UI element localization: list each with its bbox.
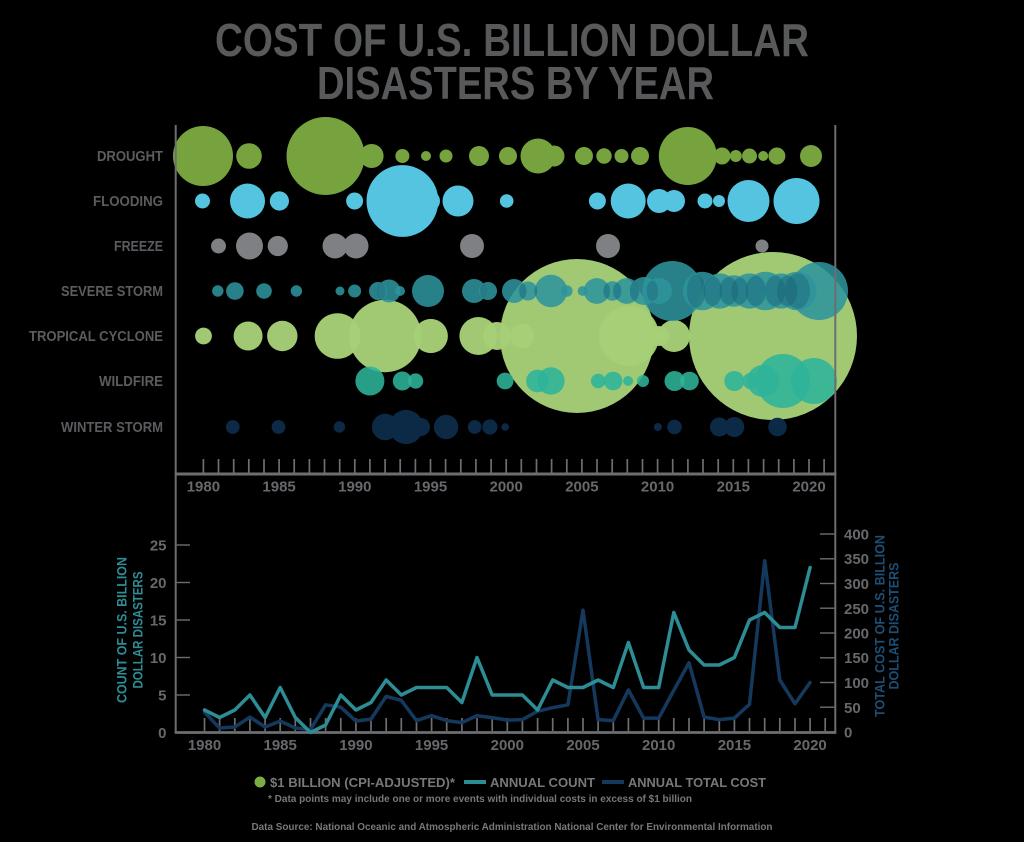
svg-text:FREEZE: FREEZE xyxy=(114,239,163,255)
svg-text:DROUGHT: DROUGHT xyxy=(97,149,163,165)
svg-text:2000: 2000 xyxy=(491,737,524,754)
svg-text:2010: 2010 xyxy=(641,479,674,496)
svg-text:20: 20 xyxy=(150,575,167,592)
svg-text:COUNT OF U.S. BILLION: COUNT OF U.S. BILLION xyxy=(114,557,130,703)
svg-text:2005: 2005 xyxy=(565,479,598,496)
svg-text:DISASTERS BY YEAR: DISASTERS BY YEAR xyxy=(317,57,714,109)
svg-text:0: 0 xyxy=(158,725,166,742)
svg-text:10: 10 xyxy=(150,650,167,667)
svg-text:TROPICAL CYCLONE: TROPICAL CYCLONE xyxy=(29,329,163,345)
svg-text:$1 BILLION (CPI-ADJUSTED)*: $1 BILLION (CPI-ADJUSTED)* xyxy=(270,775,456,790)
svg-text:DOLLAR DISASTERS: DOLLAR DISASTERS xyxy=(130,572,146,689)
svg-text:1990: 1990 xyxy=(338,479,371,496)
svg-text:250: 250 xyxy=(844,601,869,618)
svg-text:5: 5 xyxy=(158,688,166,705)
svg-text:Data Source: National Oceanic: Data Source: National Oceanic and Atmosp… xyxy=(252,821,773,833)
svg-text:COST OF U.S. BILLION DOLLAR: COST OF U.S. BILLION DOLLAR xyxy=(215,14,809,66)
svg-text:1995: 1995 xyxy=(415,737,448,754)
svg-text:1985: 1985 xyxy=(264,737,297,754)
svg-text:ANNUAL COUNT: ANNUAL COUNT xyxy=(490,775,595,790)
svg-text:2015: 2015 xyxy=(717,479,750,496)
svg-text:* Data points may include one: * Data points may include one or more ev… xyxy=(268,794,692,805)
svg-text:ANNUAL TOTAL COST: ANNUAL TOTAL COST xyxy=(628,775,766,790)
svg-text:0: 0 xyxy=(844,725,852,742)
svg-text:2010: 2010 xyxy=(642,737,675,754)
svg-text:2005: 2005 xyxy=(566,737,599,754)
svg-text:300: 300 xyxy=(844,576,869,593)
svg-text:50: 50 xyxy=(844,700,861,717)
svg-text:2020: 2020 xyxy=(793,737,826,754)
svg-text:WILDFIRE: WILDFIRE xyxy=(99,374,163,390)
svg-text:25: 25 xyxy=(150,538,167,555)
svg-text:1980: 1980 xyxy=(187,479,220,496)
svg-text:TOTAL COST OF U.S. BILLION: TOTAL COST OF U.S. BILLION xyxy=(872,535,888,717)
svg-text:SEVERE STORM: SEVERE STORM xyxy=(61,284,163,300)
svg-text:2000: 2000 xyxy=(490,479,523,496)
svg-text:350: 350 xyxy=(844,551,869,568)
svg-text:150: 150 xyxy=(844,650,869,667)
svg-text:200: 200 xyxy=(844,626,869,643)
svg-text:2020: 2020 xyxy=(792,479,825,496)
svg-text:400: 400 xyxy=(844,527,869,544)
svg-text:15: 15 xyxy=(150,613,167,630)
svg-text:100: 100 xyxy=(844,675,869,692)
svg-text:1980: 1980 xyxy=(188,737,221,754)
svg-text:DOLLAR DISASTERS: DOLLAR DISASTERS xyxy=(886,563,902,690)
svg-text:2015: 2015 xyxy=(718,737,751,754)
svg-text:1995: 1995 xyxy=(414,479,447,496)
svg-text:WINTER STORM: WINTER STORM xyxy=(61,420,163,436)
svg-text:1990: 1990 xyxy=(339,737,372,754)
svg-text:1985: 1985 xyxy=(262,479,295,496)
svg-text:FLOODING: FLOODING xyxy=(93,194,163,210)
